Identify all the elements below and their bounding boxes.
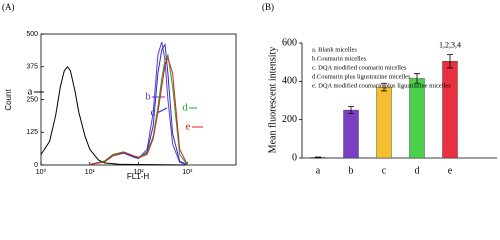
panel-label: (A) xyxy=(2,2,15,12)
bar xyxy=(376,86,392,159)
label-arrow xyxy=(156,107,168,114)
plot-frame xyxy=(40,33,237,166)
y-tick-label: 400 xyxy=(282,76,297,87)
bar xyxy=(343,109,359,159)
x-tick-label: c xyxy=(382,165,387,176)
bar xyxy=(409,78,425,159)
error-bar xyxy=(447,54,453,69)
x-tick-label: d xyxy=(415,165,420,176)
histogram-curve xyxy=(89,56,188,165)
y-axis-label: Count xyxy=(4,89,13,111)
legend-entry: d.Coumarin plus ligustrazine micelles xyxy=(312,73,411,80)
y-tick-label: 250 xyxy=(26,96,38,103)
histogram-curve xyxy=(89,53,188,166)
error-bar xyxy=(348,106,354,114)
error-bar xyxy=(414,73,420,84)
x-tick-label: 10³ xyxy=(182,169,193,176)
y-tick-label: 375 xyxy=(26,64,38,71)
panel-label: (B) xyxy=(262,2,274,12)
y-tick-label: 600 xyxy=(282,37,297,48)
histogram-curve xyxy=(40,65,188,166)
legend-entry: c. DQA modified coumarin micelles xyxy=(312,64,407,71)
bar xyxy=(442,61,458,159)
annotation: 1,2,3,4 xyxy=(439,40,461,49)
histogram-curve xyxy=(89,42,188,166)
y-tick-label: 0 xyxy=(34,162,38,169)
curve-label: b xyxy=(145,91,151,103)
y-tick-label: 500 xyxy=(26,31,38,38)
x-tick-label: 10⁰ xyxy=(36,168,47,176)
curve-label: c xyxy=(151,107,156,119)
legend-entry: b.Coumarin micelles xyxy=(312,55,367,62)
x-tick-label: e xyxy=(448,165,453,176)
histogram-curve xyxy=(89,41,188,166)
x-tick-label: 10² xyxy=(133,169,144,176)
curve-label: a xyxy=(28,86,33,98)
y-axis-label: Mean fluorescent intensity xyxy=(267,47,278,154)
curve-label: e xyxy=(186,121,191,133)
curve-label: d xyxy=(182,102,188,114)
x-tick-label: b xyxy=(349,165,354,176)
figure: (A) (B) FL1-H Count Mean fluorescent int… xyxy=(2,2,497,181)
error-bar xyxy=(381,82,387,92)
x-tick-label: a xyxy=(316,165,321,176)
y-tick-label: 200 xyxy=(282,114,297,125)
x-tick-label: 10¹ xyxy=(85,169,96,176)
legend-entry: a. Blank micelles xyxy=(312,46,357,53)
y-tick-label: 0 xyxy=(292,152,297,163)
y-tick-label: 125 xyxy=(26,129,38,136)
x-axis-label: FL1-H xyxy=(127,172,149,181)
legend-entry: e. DQA modified coumarin plus ligustrazi… xyxy=(312,82,451,89)
error-bar xyxy=(315,156,321,159)
